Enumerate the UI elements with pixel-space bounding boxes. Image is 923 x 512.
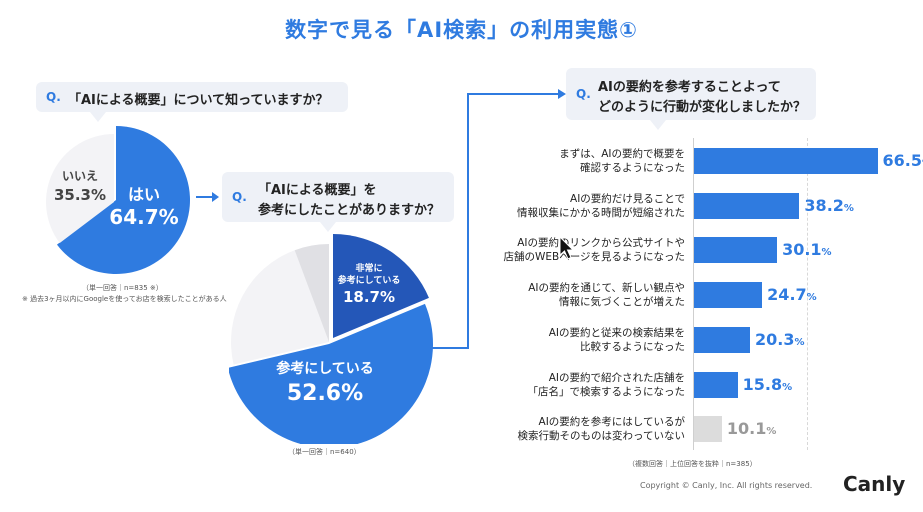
bar-label-1: AIの要約だけ見ることで 情報収集にかかる時間が短縮された: [517, 192, 685, 219]
arrow-q2-q3: [432, 89, 566, 349]
q1-mark: Q.: [46, 90, 61, 104]
q2-question-line1: 「AIによる概要」を: [258, 183, 377, 198]
q2-mark: Q.: [232, 190, 247, 204]
pie2-value-very: 18.7%: [343, 288, 395, 306]
pie2-label-very: 非常に: [355, 262, 382, 274]
bar-label-3: AIの要約を通じて、新しい観点や 情報に気づくことが増えた: [528, 282, 685, 309]
q1-bubble: Q. 「AIによる概要」について知っていますか？: [36, 82, 348, 112]
bar-6: [694, 416, 722, 443]
page-title: 数字で見る「AI検索」の利用実態①: [285, 18, 638, 42]
pie-chart-2: 非常に 参考にしている 18.7% 参考にしている 52.6%: [229, 234, 433, 444]
pie1-label-no: いいえ: [62, 169, 98, 183]
q2-note: （単一回答｜n=640）: [288, 448, 361, 456]
q3-bubble-tail: [650, 120, 666, 130]
pie2-label-very-2: 参考にしている: [338, 274, 401, 286]
q2-bubble-tail: [320, 222, 336, 232]
q1-bubble-tail: [90, 112, 106, 122]
bar-value-0: 66.5%: [882, 151, 923, 170]
q3-mark: Q.: [576, 87, 591, 101]
bar-value-5: 15.8%: [742, 374, 793, 394]
q3-question-line1: AIの要約を参考することよって: [598, 80, 781, 95]
pie2-slice-0: [333, 234, 429, 338]
bar-4: [694, 326, 751, 353]
pie1-slice-0: [56, 126, 190, 274]
bar-value-2: 30.1%: [782, 240, 832, 260]
pie2-label-ref: 参考にしている: [276, 360, 374, 377]
bar-value-1: 38.2%: [804, 195, 854, 215]
bar-3: [694, 282, 763, 309]
pie-chart-1: はい 64.7% いいえ 35.3%: [46, 126, 190, 274]
bar-value-3: 24.7%: [767, 285, 817, 305]
pie2-value-ref: 52.6%: [287, 381, 363, 406]
pie1-label-yes: はい: [128, 185, 160, 204]
bar-label-0: まずは、AIの要約で概要を 確認するようになった: [559, 148, 685, 174]
q1-question: 「AIによる概要」について知っていますか？: [68, 93, 329, 108]
bar-label-6: AIの要約を参考にはしているが 検索行動そのものは変わっていない: [517, 416, 685, 443]
bar-1: [694, 192, 800, 219]
q2-question-line2: 参考にしたことがありますか？: [258, 203, 441, 218]
pie2-slice-2: [231, 250, 329, 365]
bar-0: [694, 148, 878, 174]
q3-bubble: Q. AIの要約を参考することよって どのように行動が変化しましたか？: [566, 68, 816, 120]
bar-2: [694, 237, 778, 264]
bar-value-4: 20.3%: [755, 329, 805, 349]
bar-axis-dashed: [807, 138, 808, 450]
q3-note: （複数回答｜上位回答を抜粋｜n=385）: [628, 460, 757, 468]
pie1-value-no: 35.3%: [54, 186, 106, 204]
arrow-q1-q2: [196, 192, 219, 202]
q1-note2: ※ 過去3ヶ月以内にGoogleを使ってお店を検索したことがある人: [22, 295, 227, 303]
bar-label-2: AIの要約のリンクから公式サイトや 店舗のWEBページを見るようになった: [503, 237, 685, 264]
bar-axis-line: [693, 138, 694, 450]
bar-5: [694, 371, 738, 398]
bar-label-5: AIの要約で紹介された店舗を 「店名」で検索するようになった: [527, 371, 686, 398]
pie1-slice-1: [46, 134, 115, 243]
q2-bubble: Q. 「AIによる概要」を 参考にしたことがありますか？: [222, 172, 454, 222]
mouse-cursor-icon: [559, 236, 575, 260]
copyright: Copyright © Canly, Inc. All rights reser…: [640, 481, 813, 490]
canly-logo: Canly: [843, 472, 906, 496]
q3-question-line2: どのように行動が変化しましたか？: [598, 100, 807, 115]
bar-value-6: 10.1%: [726, 419, 777, 439]
pie2-slice-1: [229, 303, 433, 444]
q1-note1: （単一回答｜n=835 ※）: [82, 284, 163, 292]
bar-label-4: AIの要約と従来の検索結果を 比較するようになった: [548, 326, 685, 353]
pie2-slice-3: [294, 244, 329, 342]
pie1-value-yes: 64.7%: [109, 205, 178, 229]
